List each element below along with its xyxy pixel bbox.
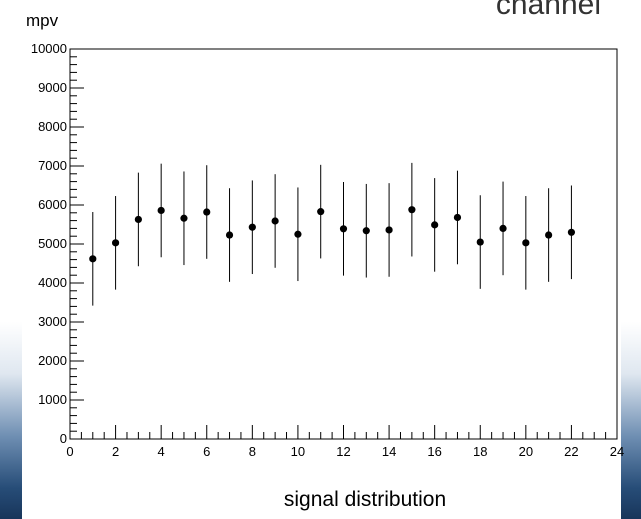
- data-point: [567, 228, 576, 236]
- x-tick-label: 16: [427, 444, 441, 459]
- data-point: [453, 213, 462, 222]
- data-point: [476, 238, 484, 246]
- y-tick-label: 4000: [38, 275, 67, 290]
- x-tick-label: 10: [291, 444, 305, 459]
- data-point: [545, 231, 553, 239]
- y-tick-label: 0: [60, 431, 67, 446]
- data-point: [339, 225, 348, 233]
- x-tick-label: 0: [66, 444, 73, 459]
- caption: signal distribution: [284, 488, 446, 511]
- data-point: [111, 239, 120, 247]
- data-point: [522, 239, 530, 247]
- data-point: [248, 223, 256, 231]
- data-series: [89, 162, 576, 306]
- x-axis: 0 2 4 6 8 10 12 14 16 18 20 22 24: [66, 425, 624, 459]
- y-tick-label: 5000: [38, 236, 67, 251]
- y-tick-label: 10000: [31, 41, 67, 56]
- data-point: [180, 214, 188, 222]
- y-tick-label: 7000: [38, 158, 67, 173]
- data-point: [271, 217, 279, 225]
- x-tick-label: 18: [473, 444, 487, 459]
- x-tick-label: 22: [564, 444, 578, 459]
- y-tick-label: 8000: [38, 119, 67, 134]
- x-tick-label: 14: [382, 444, 396, 459]
- data-point: [157, 206, 165, 215]
- data-point: [408, 206, 416, 214]
- x-tick-label: 24: [610, 444, 624, 459]
- y-axis: 0 1000 2000 3000 4000 5000 6000 7000 8000 9000 100…: [31, 41, 84, 446]
- data-point: [317, 208, 325, 216]
- data-point: [294, 230, 302, 238]
- y-tick-label: 6000: [38, 197, 67, 212]
- x-tick-label: 2: [112, 444, 119, 459]
- header-text: channel: [495, 0, 601, 21]
- data-point: [499, 224, 507, 232]
- data-point: [203, 208, 211, 216]
- data-point: [385, 226, 393, 234]
- plot-panel: [22, 0, 621, 519]
- x-tick-label: 20: [519, 444, 533, 459]
- y-axis-title: mpv: [26, 11, 59, 30]
- y-tick-label: 2000: [38, 353, 67, 368]
- x-tick-label: 6: [203, 444, 210, 459]
- data-point: [89, 255, 97, 263]
- y-tick-label: 1000: [38, 392, 67, 407]
- x-tick-label: 8: [249, 444, 256, 459]
- x-tick-label: 12: [336, 444, 350, 459]
- y-tick-label: 9000: [38, 80, 67, 95]
- y-tick-label: 3000: [38, 314, 67, 329]
- data-point: [362, 227, 370, 235]
- data-point: [134, 215, 142, 224]
- data-point: [225, 231, 234, 239]
- data-point: [431, 221, 439, 229]
- x-tick-label: 4: [158, 444, 165, 459]
